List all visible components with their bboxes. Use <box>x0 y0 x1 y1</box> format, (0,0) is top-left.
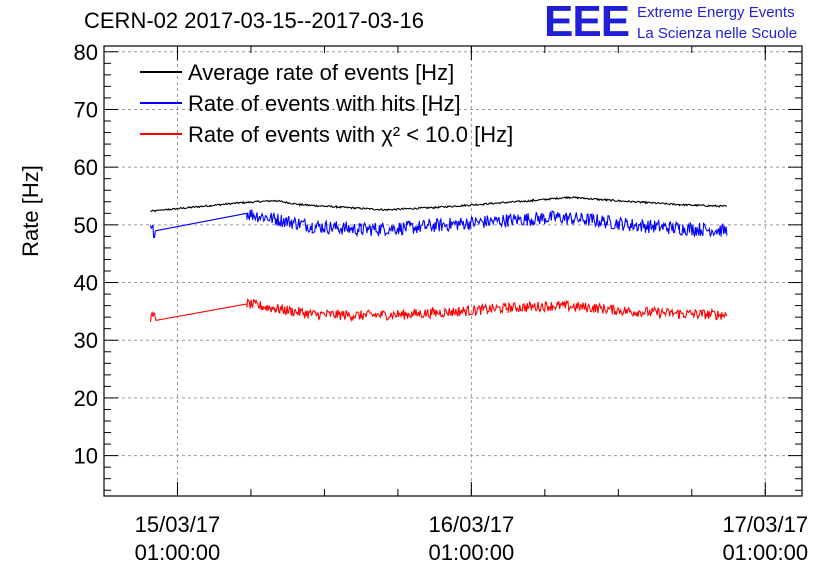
series-line-0 <box>150 195 728 213</box>
y-tick-label: 60 <box>74 155 98 180</box>
x-tick-label-date: 15/03/17 <box>135 512 221 537</box>
legend-label-1: Rate of events with hits [Hz] <box>188 91 461 116</box>
y-tick-label: 50 <box>74 213 98 238</box>
series-line-1 <box>149 209 728 239</box>
x-tick-label-time: 01:00:00 <box>429 540 515 565</box>
y-tick-label: 40 <box>74 271 98 296</box>
legend-label-0: Average rate of events [Hz] <box>188 60 454 85</box>
y-axis-label: Rate [Hz] <box>18 165 43 257</box>
x-tick-label-date: 17/03/17 <box>722 512 808 537</box>
x-tick-label-time: 01:00:00 <box>135 540 221 565</box>
legend-label-2: Rate of events with χ² < 10.0 [Hz] <box>188 122 513 147</box>
eee-logo: EEE <box>544 0 630 46</box>
chart-title: CERN-02 2017-03-15--2017-03-16 <box>84 8 424 33</box>
x-tick-label-time: 01:00:00 <box>722 540 808 565</box>
y-tick-label: 70 <box>74 97 98 122</box>
y-tick-label: 80 <box>74 40 98 65</box>
y-tick-label: 10 <box>74 444 98 469</box>
y-tick-label: 30 <box>74 328 98 353</box>
x-tick-label-date: 16/03/17 <box>429 512 515 537</box>
logo-subtitle-1: Extreme Energy Events <box>637 4 795 21</box>
series-line-2 <box>149 298 728 323</box>
y-tick-label: 20 <box>74 386 98 411</box>
logo-subtitle-2: La Scienza nelle Scuole <box>637 25 798 42</box>
